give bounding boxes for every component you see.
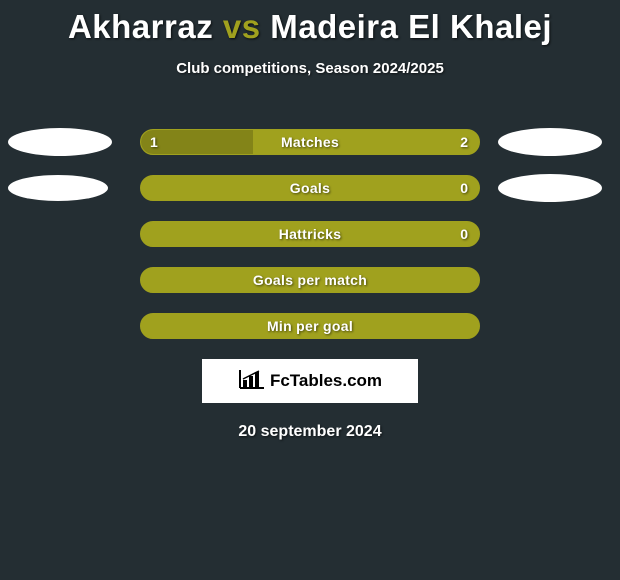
stat-row-mpg: Min per goal	[0, 303, 620, 349]
value-right: 0	[460, 226, 468, 242]
bar-label: Goals	[141, 180, 479, 196]
bar-label: Hattricks	[141, 226, 479, 242]
brand-box[interactable]: FcTables.com	[202, 359, 418, 403]
bar-track: Hattricks	[140, 221, 480, 247]
page-title: Akharraz vs Madeira El Khalej	[0, 0, 620, 46]
subtitle: Club competitions, Season 2024/2025	[0, 60, 620, 77]
stat-row-matches: Matches 1 2	[0, 119, 620, 165]
title-player1: Akharraz	[68, 8, 213, 45]
bar-track: Matches	[140, 129, 480, 155]
bar-label: Min per goal	[141, 318, 479, 334]
brand-text: FcTables.com	[270, 371, 382, 391]
ellipse-left-0	[8, 128, 112, 156]
comparison-chart: Matches 1 2 Goals 0 Hattricks 0 Goals pe…	[0, 119, 620, 349]
stat-row-hattricks: Hattricks 0	[0, 211, 620, 257]
title-player2: Madeira El Khalej	[270, 8, 552, 45]
bar-track: Min per goal	[140, 313, 480, 339]
ellipse-right-1	[498, 174, 602, 202]
bar-label: Matches	[141, 134, 479, 150]
bar-label: Goals per match	[141, 272, 479, 288]
stat-row-gpm: Goals per match	[0, 257, 620, 303]
bar-chart-icon	[238, 368, 266, 395]
value-right: 0	[460, 180, 468, 196]
ellipse-right-0	[498, 128, 602, 156]
value-right: 2	[460, 134, 468, 150]
title-vs: vs	[223, 8, 261, 45]
date-line: 20 september 2024	[0, 423, 620, 441]
bar-track: Goals	[140, 175, 480, 201]
ellipse-left-1	[8, 175, 108, 201]
bar-track: Goals per match	[140, 267, 480, 293]
stat-row-goals: Goals 0	[0, 165, 620, 211]
value-left: 1	[150, 134, 158, 150]
